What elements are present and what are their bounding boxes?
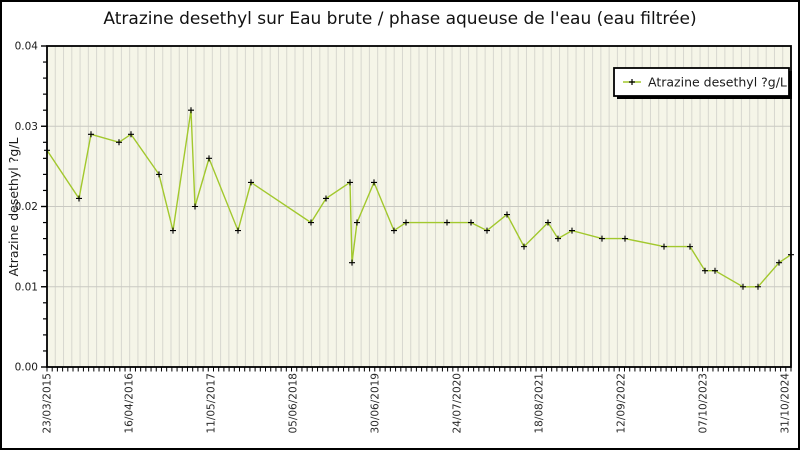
data-point-marker <box>156 171 162 178</box>
y-tick-label: 0.00 <box>15 362 38 374</box>
data-point-marker <box>444 219 450 226</box>
data-point-marker <box>504 211 510 218</box>
legend-label: Atrazine desethyl ?g/L <box>648 75 787 90</box>
data-point-marker <box>569 227 575 234</box>
x-tick-label: 31/10/2024 <box>780 373 792 434</box>
data-point-marker <box>555 235 561 242</box>
series-line <box>46 110 792 288</box>
data-point-marker <box>116 139 122 146</box>
data-point-marker <box>349 259 355 266</box>
data-point-marker <box>687 243 693 250</box>
data-point-marker <box>622 235 628 242</box>
y-axis-title: Atrazine desethyl ?g/L <box>6 138 21 277</box>
chart-title: Atrazine desethyl sur Eau brute / phase … <box>103 9 697 29</box>
data-point-marker <box>468 219 474 226</box>
data-point-marker <box>740 283 746 290</box>
legend-plus-marker-icon <box>629 79 635 85</box>
data-point-marker <box>308 219 314 226</box>
data-point-marker <box>403 219 409 226</box>
data-point-marker <box>661 243 667 250</box>
x-tick-label: 30/06/2019 <box>370 373 382 434</box>
x-tick-label: 05/06/2018 <box>288 373 300 434</box>
data-point-marker <box>702 267 708 274</box>
x-tick-label: 24/07/2020 <box>452 373 464 434</box>
data-point-marker <box>170 227 176 234</box>
data-point-marker <box>371 179 377 186</box>
axis-tick-labels: 0.00 0.01 0.02 0.03 0.04 23/03/2015 16/04/2016… <box>15 41 792 434</box>
data-point-marker <box>599 235 605 242</box>
data-point-marker <box>776 259 782 266</box>
y-tick-label: 0.04 <box>15 41 39 53</box>
data-point-marker <box>545 219 551 226</box>
data-point-marker <box>188 107 194 114</box>
data-point-marker <box>192 203 198 210</box>
gridlines <box>47 46 791 367</box>
data-point-marker <box>391 227 397 234</box>
data-point-marker <box>128 131 134 138</box>
data-series <box>44 107 794 290</box>
data-point-marker <box>235 227 241 234</box>
x-tick-label: 12/09/2022 <box>616 373 628 434</box>
data-point-marker <box>347 179 353 186</box>
y-tick-label: 0.03 <box>15 121 38 133</box>
x-tick-label: 18/08/2021 <box>534 373 546 434</box>
data-point-marker <box>755 283 761 290</box>
legend-frame <box>613 67 790 97</box>
x-tick-label: 07/10/2023 <box>698 373 710 434</box>
y-tick-label: 0.01 <box>15 281 38 293</box>
data-point-marker <box>354 219 360 226</box>
x-tick-label: 11/05/2017 <box>206 373 218 434</box>
data-point-marker <box>76 195 82 202</box>
data-point-marker <box>206 155 212 162</box>
x-tick-label: 16/04/2016 <box>124 373 136 434</box>
data-point-marker <box>88 131 94 138</box>
x-tick-label: 23/03/2015 <box>42 373 54 434</box>
data-point-marker <box>248 179 254 186</box>
legend-box: Atrazine desethyl ?g/L <box>613 67 792 99</box>
data-point-marker <box>484 227 490 234</box>
data-point-marker <box>323 195 329 202</box>
data-point-marker <box>521 243 527 250</box>
axis-ticks <box>41 45 792 372</box>
y-tick-label: 0.02 <box>15 201 38 213</box>
data-point-marker <box>712 267 718 274</box>
